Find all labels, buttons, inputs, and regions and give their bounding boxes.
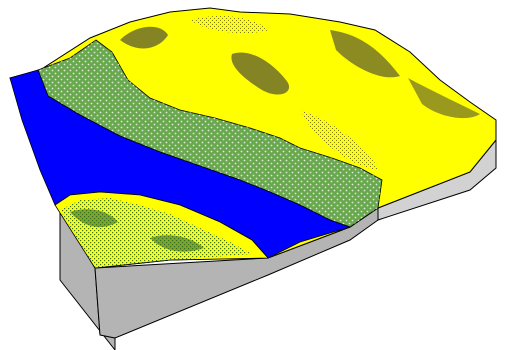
ridge-shadow-north (120, 26, 168, 49)
ridge-shadow-far-east (408, 78, 480, 119)
foreground-veg-patch-2 (150, 235, 204, 252)
foreground-veg-patch (70, 209, 118, 228)
vegetation-texture (38, 40, 382, 227)
ridge-shadow-east (330, 30, 400, 78)
ridge-stipple-2 (190, 15, 270, 34)
ridge-stipple (300, 110, 380, 170)
ridge-shadow-center (231, 52, 290, 95)
